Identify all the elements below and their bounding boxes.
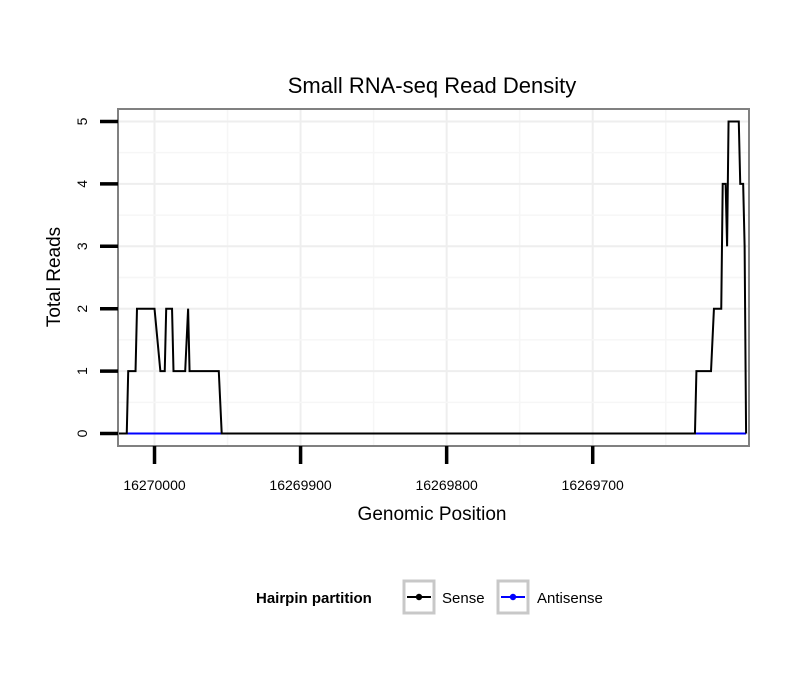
x-tick-label: 16270000 — [123, 477, 186, 493]
legend-label-antisense: Antisense — [537, 590, 603, 607]
x-axis-label: Genomic Position — [358, 504, 507, 525]
legend-item-sense: Sense — [402, 579, 485, 615]
y-axis-label: Total Reads — [44, 227, 65, 327]
plot-border — [117, 108, 750, 447]
plot-area — [117, 108, 750, 447]
legend-key-sense-dot — [415, 593, 423, 601]
y-tick-label: 2 — [74, 305, 90, 313]
y-axis: 0 1 2 3 4 5 — [74, 117, 118, 437]
legend-label-sense: Sense — [442, 590, 485, 607]
y-tick-label: 5 — [74, 117, 90, 125]
x-tick-label: 16269800 — [415, 477, 478, 493]
y-tick-label: 0 — [74, 429, 90, 437]
y-tick-label: 1 — [74, 367, 90, 375]
y-tick-label: 3 — [74, 242, 90, 250]
series-group — [118, 120, 748, 435]
y-tick-label: 4 — [74, 180, 90, 188]
x-axis: 16270000 16269900 16269800 16269700 — [123, 446, 624, 493]
chart-title: Small RNA-seq Read Density — [288, 73, 577, 98]
legend: Hairpin partition Sense Antisense — [256, 579, 603, 615]
legend-key-antisense-dot — [509, 593, 517, 601]
legend-title: Hairpin partition — [256, 590, 372, 607]
series-line-sense — [118, 120, 748, 435]
x-tick-label: 16269700 — [562, 477, 625, 493]
legend-item-antisense: Antisense — [496, 579, 603, 615]
x-tick-label: 16269900 — [269, 477, 332, 493]
